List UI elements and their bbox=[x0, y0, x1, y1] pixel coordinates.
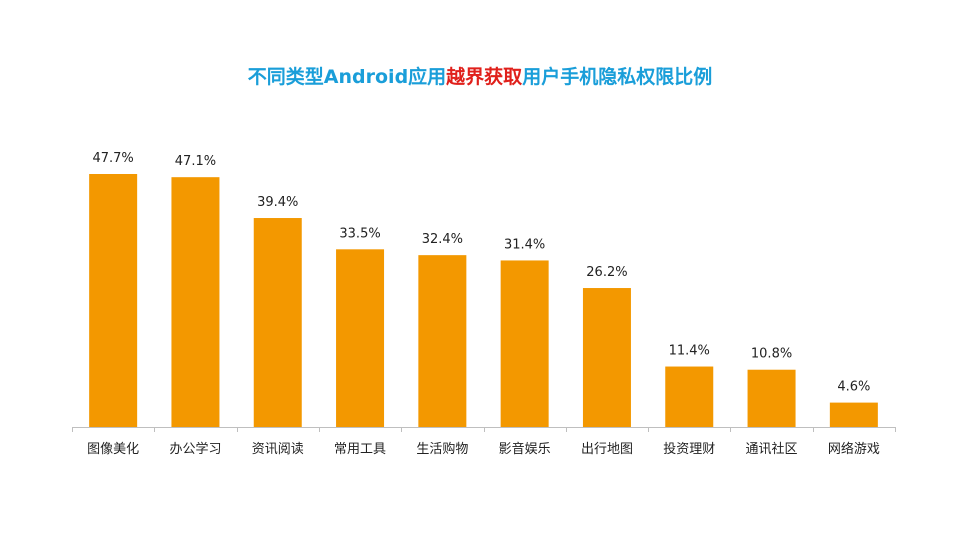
category-label-2: 办公学习 bbox=[169, 441, 221, 457]
data-label-4: 33.5% bbox=[339, 226, 380, 241]
title-part-3: 用户手机隐私权限比例 bbox=[522, 66, 713, 88]
bar-4 bbox=[336, 249, 385, 427]
data-label-2: 47.1% bbox=[175, 154, 216, 169]
category-label-1: 图像美化 bbox=[87, 442, 139, 457]
bar-9 bbox=[747, 369, 796, 427]
data-label-9: 10.8% bbox=[751, 347, 792, 362]
data-label-3: 39.4% bbox=[257, 195, 298, 210]
chart-title: 不同类型Android应用越界获取用户手机隐私权限比例 bbox=[0, 62, 960, 89]
bar-6 bbox=[500, 260, 549, 427]
bar-8 bbox=[665, 366, 714, 427]
bar-3 bbox=[253, 218, 302, 427]
category-label-9: 通讯社区 bbox=[746, 441, 798, 457]
bar-2 bbox=[171, 177, 220, 427]
category-label-6: 影音娱乐 bbox=[499, 441, 551, 457]
data-label-8: 11.4% bbox=[669, 344, 710, 359]
data-label-1: 47.7% bbox=[92, 151, 133, 166]
category-label-4: 常用工具 bbox=[334, 442, 386, 457]
bar-5 bbox=[418, 255, 467, 427]
title-part-1: 不同类型Android应用 bbox=[247, 66, 447, 88]
data-label-6: 31.4% bbox=[504, 237, 545, 252]
data-label-10: 4.6% bbox=[837, 380, 870, 395]
category-label-10: 网络游戏 bbox=[828, 441, 880, 457]
category-label-3: 资讯阅读 bbox=[252, 442, 304, 457]
bar-1 bbox=[89, 174, 138, 427]
category-label-5: 生活购物 bbox=[416, 441, 468, 457]
title-part-highlight: 越界获取 bbox=[446, 66, 523, 88]
bar-7 bbox=[582, 288, 631, 427]
category-label-7: 出行地图 bbox=[581, 442, 633, 457]
category-label-8: 投资理财 bbox=[663, 441, 715, 457]
data-label-5: 32.4% bbox=[422, 232, 463, 247]
data-label-7: 26.2% bbox=[586, 265, 627, 280]
bar-10 bbox=[829, 402, 878, 427]
